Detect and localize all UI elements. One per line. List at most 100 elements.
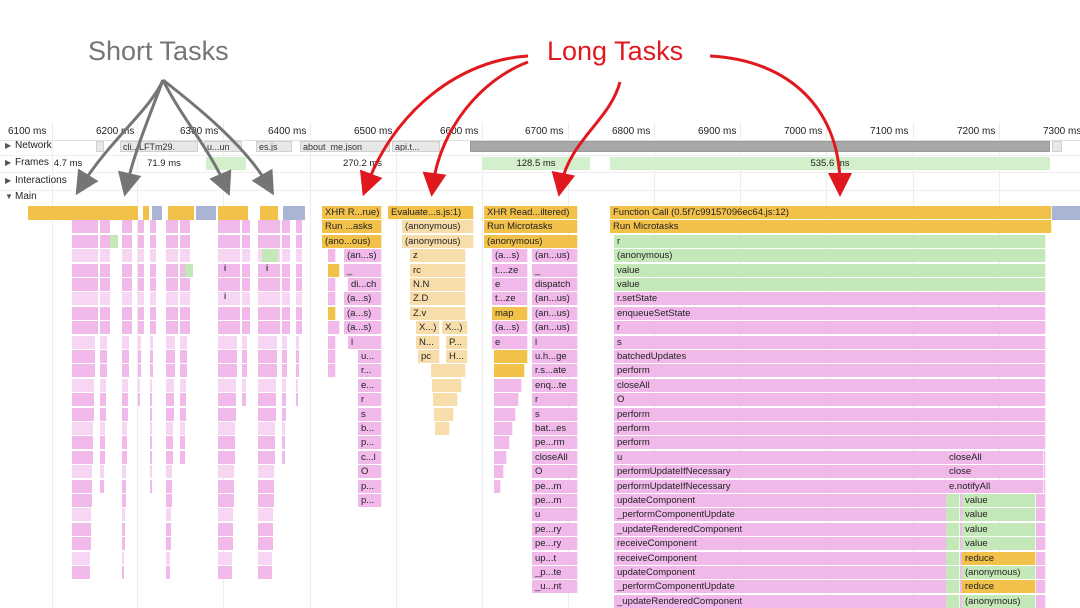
flame-entry[interactable]: l	[348, 336, 382, 349]
flame-entry[interactable]: close	[946, 465, 1044, 478]
flame-entry[interactable]: (anonymous)	[962, 595, 1036, 608]
flame-entry[interactable]: Run Microtasks	[484, 220, 578, 233]
short-task-frame[interactable]	[242, 264, 250, 277]
short-task-frame[interactable]	[258, 436, 275, 449]
short-task-frame[interactable]	[122, 436, 127, 449]
short-task-frame[interactable]	[180, 321, 190, 334]
short-task-frame[interactable]	[262, 249, 270, 262]
flame-entry[interactable]: value	[614, 264, 1046, 277]
flame-entry[interactable]: (a...s)	[344, 307, 382, 320]
short-task-frame[interactable]	[72, 566, 90, 579]
short-task-frame[interactable]	[72, 508, 91, 521]
flame-entry[interactable]: _performComponentUpdate	[614, 580, 1046, 593]
short-task-frame[interactable]	[122, 321, 132, 334]
short-task-frame[interactable]	[218, 249, 240, 262]
short-task-frame[interactable]	[100, 364, 107, 377]
short-task-frame[interactable]	[100, 465, 104, 478]
short-task-frame[interactable]	[258, 379, 276, 392]
short-task-frame[interactable]	[138, 350, 141, 363]
flame-entry[interactable]: (anonymous)	[484, 235, 578, 248]
short-task-frame[interactable]	[258, 422, 275, 435]
short-task-frame[interactable]	[258, 364, 277, 377]
short-task-frame[interactable]	[282, 451, 285, 464]
short-task-frame[interactable]	[180, 350, 187, 363]
frame-bar[interactable]: 128.5 ms	[482, 157, 590, 170]
short-task-frame[interactable]	[258, 350, 277, 363]
flame-entry[interactable]: value	[614, 278, 1046, 291]
short-task-frame[interactable]	[150, 336, 153, 349]
frame-bar[interactable]: 270.2 ms	[342, 158, 383, 169]
short-task-frame[interactable]	[242, 235, 250, 248]
short-task-frame[interactable]	[122, 451, 127, 464]
flame-entry[interactable]: t....ze	[492, 264, 528, 277]
short-task-frame[interactable]	[282, 336, 287, 349]
short-task-frame[interactable]	[218, 422, 235, 435]
flame-entry[interactable]: performUpdateIfNecessary	[614, 480, 1046, 493]
short-task-frame[interactable]	[282, 364, 287, 377]
short-task-frame[interactable]	[150, 278, 156, 291]
flame-entry[interactable]: (an...us)	[532, 321, 578, 334]
short-task-frame[interactable]	[72, 494, 92, 507]
short-task-frame[interactable]	[180, 422, 185, 435]
short-task-frame[interactable]	[258, 552, 272, 565]
flame-entry[interactable]: l	[532, 336, 578, 349]
short-task-frame[interactable]	[122, 552, 124, 565]
short-task-frame[interactable]	[72, 364, 95, 377]
short-task-frame[interactable]	[166, 465, 172, 478]
short-task-frame[interactable]	[282, 307, 290, 320]
short-task-frame[interactable]	[122, 480, 126, 493]
short-task-frame[interactable]	[100, 350, 107, 363]
short-task-frame[interactable]	[258, 465, 274, 478]
short-task-frame[interactable]	[122, 537, 125, 550]
flame-entry[interactable]: Z.D	[410, 292, 466, 305]
xhr-ready-state-task[interactable]: XHR Read...iltered)	[484, 206, 578, 219]
flame-entry[interactable]: X...)	[442, 321, 468, 334]
short-task-frame[interactable]	[218, 465, 234, 478]
flame-entry[interactable]: t...ze	[492, 292, 528, 305]
short-task-frame[interactable]	[166, 451, 173, 464]
short-task-frame[interactable]	[150, 307, 156, 320]
short-task-frame[interactable]	[218, 393, 236, 406]
flame-entry[interactable]: pe...ry	[532, 523, 578, 536]
short-task-frame[interactable]	[150, 422, 152, 435]
short-task-frame[interactable]	[258, 278, 280, 291]
flame-entry[interactable]: O	[532, 465, 578, 478]
short-task-frame[interactable]	[100, 321, 110, 334]
short-task-frame[interactable]	[258, 307, 280, 320]
short-task-frame[interactable]	[242, 220, 250, 233]
short-task-frame[interactable]	[100, 422, 105, 435]
flame-sliver[interactable]	[494, 436, 510, 449]
short-task-frame[interactable]	[296, 307, 302, 320]
short-task-frame[interactable]	[138, 379, 140, 392]
short-task-frame[interactable]	[218, 235, 240, 248]
flame-sliver[interactable]	[328, 278, 336, 291]
flame-entry[interactable]: di...ch	[348, 278, 382, 291]
short-task-frame[interactable]	[150, 364, 153, 377]
flame-entry[interactable]: (a...s)	[344, 321, 382, 334]
short-task-frame[interactable]	[218, 480, 234, 493]
flame-entry[interactable]: enq...te	[532, 379, 578, 392]
flame-sliver[interactable]	[946, 494, 960, 507]
short-task-frame[interactable]	[166, 523, 171, 536]
flame-sliver[interactable]	[431, 364, 466, 377]
short-task-frame[interactable]	[282, 220, 290, 233]
short-task-frame[interactable]	[72, 235, 98, 248]
short-task-frame[interactable]	[180, 249, 190, 262]
short-task-frame[interactable]	[166, 278, 178, 291]
flame-entry[interactable]: reduce	[962, 552, 1036, 565]
flame-sliver[interactable]	[946, 552, 960, 565]
flame-entry[interactable]: reduce	[962, 580, 1036, 593]
flame-entry[interactable]: receiveComponent	[614, 552, 1046, 565]
flame-entry[interactable]: bat...es	[532, 422, 578, 435]
flame-entry[interactable]: (a...s)	[492, 321, 528, 334]
short-task-frame[interactable]	[166, 235, 178, 248]
flame-entry[interactable]: Run ...asks	[322, 220, 382, 233]
short-task-frame[interactable]	[296, 364, 299, 377]
flame-entry[interactable]: rc	[410, 264, 466, 277]
short-task-frame[interactable]	[122, 336, 129, 349]
flame-entry[interactable]: (ano...ous)	[322, 235, 382, 248]
short-task-frame[interactable]	[138, 220, 144, 233]
flame-entry[interactable]: up...t	[532, 552, 578, 565]
short-task-frame[interactable]	[72, 307, 98, 320]
flame-entry[interactable]: (a...s)	[492, 249, 528, 262]
